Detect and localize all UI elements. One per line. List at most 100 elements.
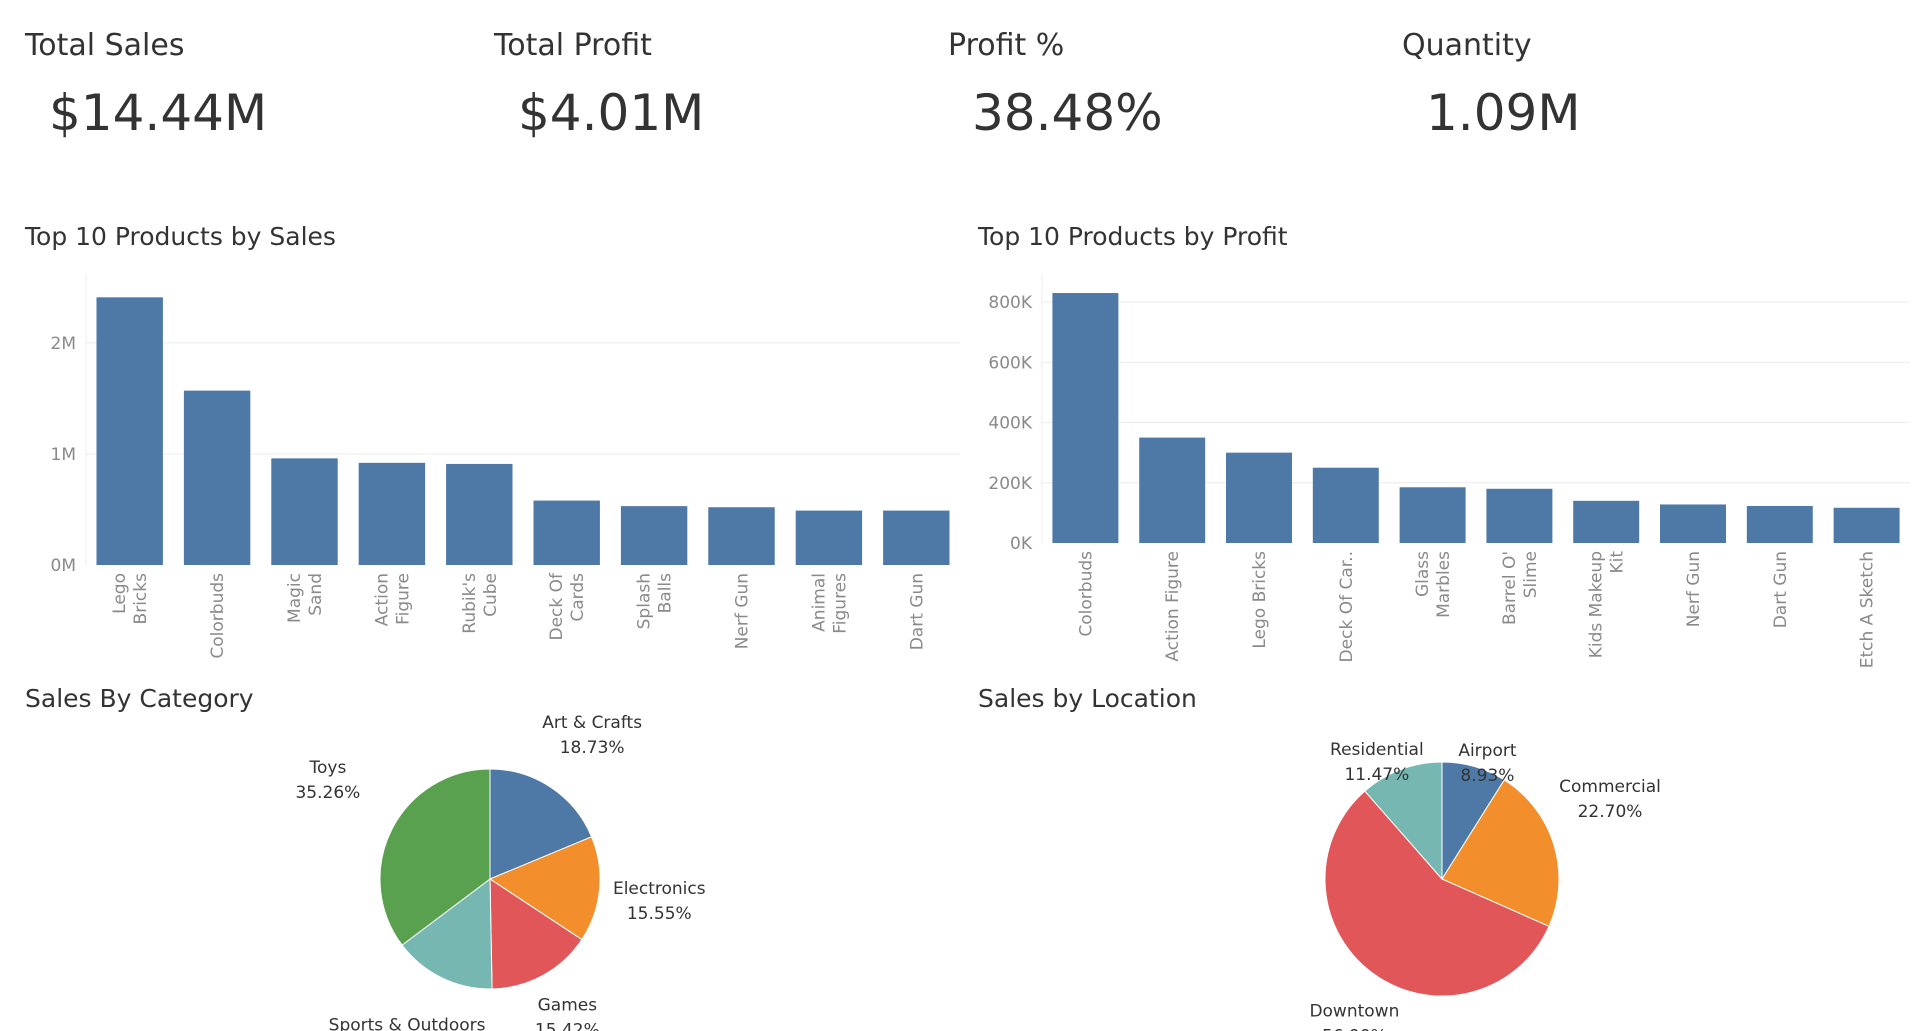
- bar: [1139, 437, 1206, 543]
- bar: [1833, 507, 1900, 543]
- kpi-value: 38.48%: [972, 84, 1163, 142]
- pie-slice-label: Downtown: [1309, 1001, 1399, 1021]
- pie-slice-label: Games: [538, 995, 598, 1015]
- bar: [1573, 500, 1640, 543]
- x-category-label: Action Figure: [372, 573, 413, 626]
- pie-slice-label: Sports & Outdoors: [329, 1015, 486, 1031]
- pie-slice-label: Electronics: [613, 879, 706, 899]
- pie-slice-label: Toys: [308, 758, 346, 778]
- x-category-label-line: Magic: [285, 573, 305, 623]
- x-category-label-line: Lego Bricks: [1250, 551, 1270, 649]
- profit-bar-chart: 0K 200K 400K 600K 800K Colorbuds Action Figure…: [988, 274, 1910, 668]
- pie-slice-percent: 18.73%: [560, 738, 625, 758]
- category-pie-chart: Art & Crafts 18.73% Electronics 15.55% Games…: [295, 713, 706, 1031]
- bar: [1399, 487, 1466, 543]
- y-tick-label: 800K: [988, 293, 1032, 313]
- x-category-label-line: Bricks: [131, 573, 151, 625]
- x-category-label-line: Splash: [635, 573, 655, 629]
- y-tick-label: 1M: [51, 445, 76, 465]
- x-category-label-line: Action: [372, 573, 392, 626]
- bar: [533, 500, 600, 565]
- x-category-label-line: Slime: [1521, 551, 1541, 598]
- x-category-label-line: Deck Of Car..: [1337, 551, 1357, 662]
- x-category-label: Dart Gun: [907, 573, 927, 650]
- pie-slice-percent: 11.47%: [1344, 765, 1409, 785]
- pie-slice-percent: 15.55%: [627, 904, 692, 924]
- pie-slice: [1364, 761, 1443, 881]
- bar: [795, 510, 863, 565]
- bar: [620, 506, 688, 565]
- x-category-label: Deck Of Car..: [1337, 551, 1357, 662]
- x-category-label: Nerf Gun: [733, 573, 753, 649]
- bar: [1660, 504, 1726, 543]
- bar: [1312, 467, 1379, 543]
- pie-slice-percent: 22.70%: [1578, 802, 1643, 822]
- location-pie-chart: Airport 8.93% Commercial 22.70% Downtown 56.9…: [1309, 740, 1661, 1031]
- x-category-label: Lego Bricks: [1250, 551, 1270, 649]
- x-category-label-line: Figure: [393, 573, 413, 625]
- x-category-label: Deck Of Cards: [547, 572, 588, 641]
- kpi-label: Total Profit: [494, 28, 652, 63]
- x-category-label-line: Glass: [1413, 551, 1433, 597]
- y-tick-label: 0M: [51, 556, 76, 576]
- x-category-label: Splash Balls: [635, 573, 676, 629]
- x-category-label-line: Cards: [568, 573, 588, 622]
- x-category-label-line: Cube: [481, 573, 501, 617]
- x-category-label-line: Kit: [1608, 551, 1628, 574]
- bar: [1746, 505, 1813, 543]
- bar: [183, 390, 251, 565]
- sales-bar-title: Top 10 Products by Sales: [25, 222, 336, 251]
- kpi-label: Profit %: [948, 28, 1065, 63]
- x-category-label-line: Balls: [656, 573, 676, 614]
- x-category-label-line: Action Figure: [1163, 551, 1183, 662]
- bar: [271, 458, 338, 565]
- pie-slice-label: Residential: [1330, 740, 1424, 760]
- x-category-label: Etch A Sketch: [1858, 551, 1878, 668]
- x-category-label-line: Lego: [110, 573, 130, 614]
- bar: [883, 510, 950, 565]
- kpi-label: Total Sales: [25, 28, 185, 63]
- bar: [708, 507, 775, 565]
- x-category-label: Barrel O' Slime: [1500, 551, 1541, 625]
- pie-slice: [489, 878, 583, 990]
- category-pie-title: Sales By Category: [25, 684, 254, 713]
- bar: [1486, 488, 1553, 543]
- pie-slice-label: Commercial: [1559, 777, 1661, 797]
- bar: [446, 463, 513, 565]
- x-category-label-line: Colorbuds: [1076, 551, 1096, 637]
- x-category-label: Rubik's Cube: [460, 573, 501, 634]
- x-category-label: Animal Figures: [809, 573, 850, 634]
- profit-bar-title: Top 10 Products by Profit: [978, 222, 1288, 251]
- pie-slice-percent: 15.42%: [535, 1020, 600, 1031]
- kpi-value: $4.01M: [518, 84, 705, 142]
- bar: [358, 462, 426, 565]
- x-category-label: Nerf Gun: [1684, 551, 1704, 627]
- x-category-label-line: Barrel O': [1500, 551, 1520, 625]
- pie-slice-percent: 56.90%: [1322, 1026, 1387, 1031]
- pie-slice-label: Airport: [1458, 741, 1517, 761]
- x-category-label: Magic Sand: [285, 573, 326, 623]
- bar: [96, 297, 163, 565]
- bar: [1226, 452, 1292, 543]
- y-tick-label: 0K: [1010, 534, 1033, 554]
- pie-slice: [489, 768, 593, 880]
- x-category-label: Kids Makeup Kit: [1587, 551, 1628, 659]
- pie-slice: [1324, 790, 1550, 997]
- x-category-label: Colorbuds: [208, 573, 228, 659]
- x-category-label-line: Nerf Gun: [1684, 551, 1704, 627]
- x-category-label: Dart Gun: [1771, 551, 1791, 628]
- x-category-label: Glass Marbles: [1413, 551, 1454, 618]
- x-category-label-line: Figures: [830, 573, 850, 634]
- x-category-label-line: Dart Gun: [907, 573, 927, 650]
- x-category-label-line: Deck Of: [547, 572, 567, 641]
- location-pie-title: Sales by Location: [978, 684, 1197, 713]
- pie-slice-percent: 35.26%: [295, 783, 360, 803]
- x-category-label-line: Animal: [809, 573, 829, 632]
- x-category-label-line: Rubik's: [460, 573, 480, 634]
- x-category-label-line: Dart Gun: [1771, 551, 1791, 628]
- pie-slice: [379, 768, 491, 946]
- x-category-label: Lego Bricks: [110, 573, 151, 625]
- pie-slice: [401, 878, 493, 990]
- pie-slice-label: Art & Crafts: [542, 713, 642, 733]
- y-tick-label: 400K: [988, 414, 1032, 434]
